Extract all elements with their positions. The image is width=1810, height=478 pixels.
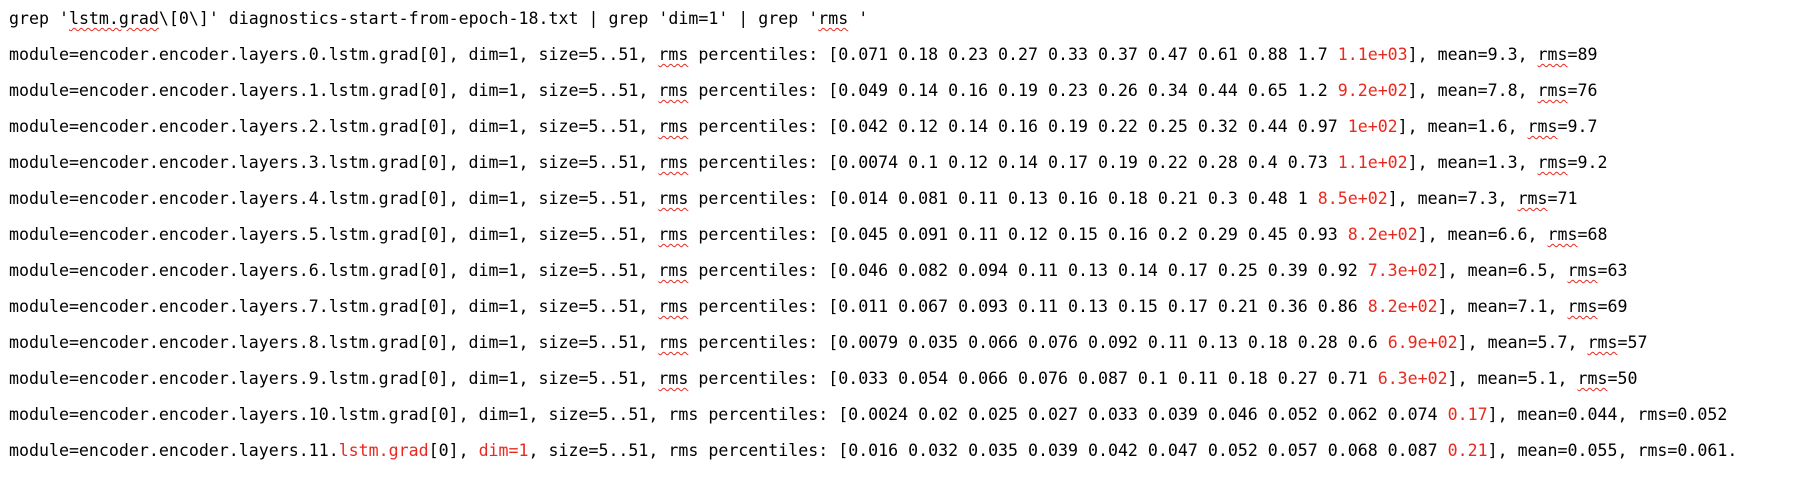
spelling-underlined-word: rms <box>1567 261 1598 280</box>
row-text: ], mean=5.1, <box>1447 369 1578 388</box>
row-text: =89 <box>1567 45 1598 64</box>
row-text: ], mean=7.3, <box>1387 189 1518 208</box>
command-text: ' <box>848 9 869 28</box>
row-text: ], mean=9.3, <box>1407 45 1538 64</box>
output-row-layer-10: module=encoder.encoder.layers.10.lstm.gr… <box>9 397 1810 433</box>
highlighted-max-value: 1.1e+02 <box>1337 153 1408 172</box>
output-row-layer-9: module=encoder.encoder.layers.9.lstm.gra… <box>9 361 1810 397</box>
highlighted-max-value: 7.3e+02 <box>1367 261 1438 280</box>
spelling-underlined-word: rms <box>1567 297 1598 316</box>
output-row-layer-0: module=encoder.encoder.layers.0.lstm.gra… <box>9 37 1810 73</box>
row-text: percentiles: [0.042 0.12 0.14 0.16 0.19 … <box>688 117 1348 136</box>
row-text: module=encoder.encoder.layers.11. <box>9 441 339 460</box>
row-text: percentiles: [0.049 0.14 0.16 0.19 0.23 … <box>688 81 1338 100</box>
output-row-layer-11: module=encoder.encoder.layers.11.lstm.gr… <box>9 433 1810 469</box>
spelling-underlined-word: rms <box>658 297 689 316</box>
spelling-underlined-word: rms <box>1527 117 1558 136</box>
row-text: module=encoder.encoder.layers.8.lstm.gra… <box>9 333 659 352</box>
highlighted-max-value: 0.21 <box>1447 441 1488 460</box>
row-text: module=encoder.encoder.layers.6.lstm.gra… <box>9 261 659 280</box>
row-text: percentiles: [0.033 0.054 0.066 0.076 0.… <box>688 369 1378 388</box>
row-text: ], mean=7.1, <box>1437 297 1568 316</box>
spelling-underlined-word: rms <box>1517 189 1548 208</box>
row-text: [0], <box>428 441 479 460</box>
row-text: percentiles: [0.0074 0.1 0.12 0.14 0.17 … <box>688 153 1338 172</box>
spelling-underlined-word: rms <box>658 369 689 388</box>
output-row-layer-3: module=encoder.encoder.layers.3.lstm.gra… <box>9 145 1810 181</box>
spelling-underlined-word: rms <box>1587 333 1618 352</box>
row-text: , size=5..51, rms percentiles: [0.016 0.… <box>528 441 1448 460</box>
spelling-underlined-word: rms <box>658 333 689 352</box>
row-text: ], mean=0.044, rms=0.052 <box>1487 405 1728 424</box>
row-text: =71 <box>1547 189 1578 208</box>
highlighted-match-text: dim=1 <box>478 441 529 460</box>
spelling-underlined-word: rms <box>818 9 849 28</box>
row-text: percentiles: [0.0079 0.035 0.066 0.076 0… <box>688 333 1388 352</box>
row-text: module=encoder.encoder.layers.1.lstm.gra… <box>9 81 659 100</box>
spelling-underlined-word: rms <box>1537 153 1568 172</box>
highlighted-max-value: 6.3e+02 <box>1377 369 1448 388</box>
row-text: module=encoder.encoder.layers.9.lstm.gra… <box>9 369 659 388</box>
row-text: module=encoder.encoder.layers.5.lstm.gra… <box>9 225 659 244</box>
row-text: module=encoder.encoder.layers.4.lstm.gra… <box>9 189 659 208</box>
spelling-underlined-word: rms <box>1537 45 1568 64</box>
spelling-underlined-word: rms <box>658 45 689 64</box>
row-text: ], mean=7.8, <box>1407 81 1538 100</box>
row-text: percentiles: [0.045 0.091 0.11 0.12 0.15… <box>688 225 1348 244</box>
row-text: ], mean=1.3, <box>1407 153 1538 172</box>
highlighted-max-value: 1e+02 <box>1347 117 1398 136</box>
row-text: percentiles: [0.071 0.18 0.23 0.27 0.33 … <box>688 45 1338 64</box>
row-text: module=encoder.encoder.layers.0.lstm.gra… <box>9 45 659 64</box>
spelling-underlined-word: lstm.grad <box>68 9 159 28</box>
highlighted-max-value: 9.2e+02 <box>1337 81 1408 100</box>
highlighted-max-value: 0.17 <box>1447 405 1488 424</box>
command-text: grep ' <box>9 9 69 28</box>
output-row-layer-5: module=encoder.encoder.layers.5.lstm.gra… <box>9 217 1810 253</box>
row-text: module=encoder.encoder.layers.10.lstm.gr… <box>9 405 1448 424</box>
row-text: ], mean=6.5, <box>1437 261 1568 280</box>
spelling-underlined-word: rms <box>1547 225 1578 244</box>
row-text: ], mean=5.7, <box>1457 333 1588 352</box>
row-text: =68 <box>1577 225 1608 244</box>
row-text: =50 <box>1607 369 1638 388</box>
spelling-underlined-word: rms <box>1537 81 1568 100</box>
row-text: module=encoder.encoder.layers.2.lstm.gra… <box>9 117 659 136</box>
spelling-underlined-word: rms <box>658 189 689 208</box>
highlighted-max-value: 8.2e+02 <box>1347 225 1418 244</box>
row-text: =63 <box>1597 261 1628 280</box>
output-row-layer-4: module=encoder.encoder.layers.4.lstm.gra… <box>9 181 1810 217</box>
output-row-layer-2: module=encoder.encoder.layers.2.lstm.gra… <box>9 109 1810 145</box>
spelling-underlined-word: rms <box>1577 369 1608 388</box>
highlighted-match-text: lstm.grad <box>338 441 429 460</box>
highlighted-max-value: 8.5e+02 <box>1317 189 1388 208</box>
row-text: ], mean=0.055, rms=0.061. <box>1487 441 1738 460</box>
row-text: =76 <box>1567 81 1598 100</box>
output-row-layer-8: module=encoder.encoder.layers.8.lstm.gra… <box>9 325 1810 361</box>
spelling-underlined-word: rms <box>658 117 689 136</box>
highlighted-max-value: 6.9e+02 <box>1387 333 1458 352</box>
highlighted-max-value: 8.2e+02 <box>1367 297 1438 316</box>
spelling-underlined-word: rms <box>658 225 689 244</box>
spelling-underlined-word: rms <box>658 261 689 280</box>
row-text: =57 <box>1617 333 1648 352</box>
row-text: percentiles: [0.014 0.081 0.11 0.13 0.16… <box>688 189 1318 208</box>
row-text: module=encoder.encoder.layers.3.lstm.gra… <box>9 153 659 172</box>
row-text: percentiles: [0.011 0.067 0.093 0.11 0.1… <box>688 297 1368 316</box>
output-row-layer-6: module=encoder.encoder.layers.6.lstm.gra… <box>9 253 1810 289</box>
spelling-underlined-word: rms <box>658 81 689 100</box>
row-text: ], mean=1.6, <box>1397 117 1528 136</box>
output-row-layer-7: module=encoder.encoder.layers.7.lstm.gra… <box>9 289 1810 325</box>
terminal-output: grep 'lstm.grad\[0\]' diagnostics-start-… <box>9 0 1810 469</box>
row-text: module=encoder.encoder.layers.7.lstm.gra… <box>9 297 659 316</box>
row-text: =9.7 <box>1557 117 1598 136</box>
row-text: percentiles: [0.046 0.082 0.094 0.11 0.1… <box>688 261 1368 280</box>
command-text: \[0\]' diagnostics-start-from-epoch-18.t… <box>158 9 819 28</box>
row-text: =69 <box>1597 297 1628 316</box>
highlighted-max-value: 1.1e+03 <box>1337 45 1408 64</box>
spelling-underlined-word: rms <box>658 153 689 172</box>
output-row-layer-1: module=encoder.encoder.layers.1.lstm.gra… <box>9 73 1810 109</box>
grep-command-line: grep 'lstm.grad\[0\]' diagnostics-start-… <box>9 0 1810 37</box>
row-text: ], mean=6.6, <box>1417 225 1548 244</box>
row-text: =9.2 <box>1567 153 1608 172</box>
